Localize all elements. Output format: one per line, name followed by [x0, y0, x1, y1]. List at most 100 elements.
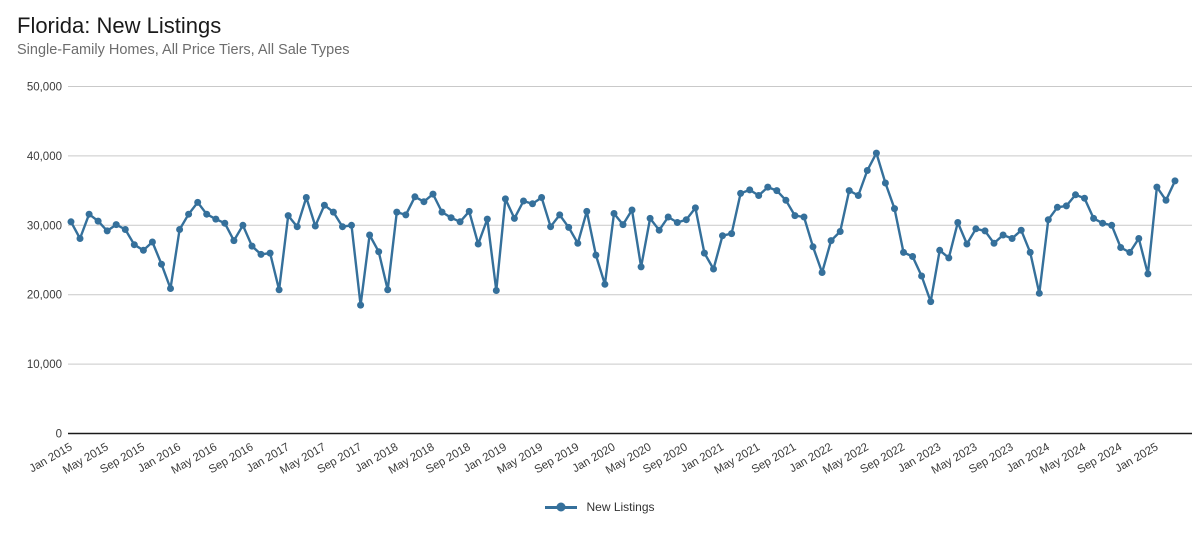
page-subtitle: Single-Family Homes, All Price Tiers, Al…	[17, 42, 350, 59]
data-point	[411, 193, 419, 201]
data-point	[755, 192, 763, 199]
data-point	[610, 210, 618, 217]
data-point	[999, 231, 1007, 239]
data-point	[357, 301, 365, 309]
data-point	[94, 217, 102, 225]
data-point	[691, 204, 699, 212]
data-point	[420, 198, 428, 206]
data-point	[818, 269, 826, 276]
data-point	[1108, 221, 1116, 229]
data-point	[1162, 196, 1170, 204]
data-point	[284, 212, 292, 220]
data-point	[176, 226, 184, 233]
data-point	[212, 215, 220, 223]
data-point	[185, 210, 193, 218]
data-point	[112, 221, 120, 229]
data-point	[438, 208, 446, 216]
data-point	[583, 207, 591, 215]
data-point	[773, 187, 781, 195]
data-point	[909, 253, 917, 260]
data-point	[456, 218, 464, 226]
legend-item-label: New Listings	[586, 500, 655, 514]
data-point	[1026, 248, 1034, 256]
data-point	[918, 272, 926, 280]
data-point	[881, 179, 889, 187]
data-point	[1044, 216, 1052, 224]
data-point	[737, 189, 745, 197]
data-point	[1171, 177, 1179, 185]
chart-header: Florida: New Listings Single-Family Home…	[17, 13, 350, 58]
data-point	[845, 187, 853, 195]
y-axis-tick-label: 0	[56, 429, 62, 441]
data-point	[510, 214, 518, 222]
data-point	[592, 251, 600, 259]
y-axis-tick-label: 50,000	[27, 82, 62, 94]
data-point	[429, 190, 437, 198]
data-point	[954, 219, 962, 226]
data-point	[230, 237, 238, 245]
data-point	[167, 285, 174, 292]
y-axis-tick-label: 30,000	[27, 220, 62, 232]
data-point	[565, 223, 573, 231]
legend-item-new-listings[interactable]: New Listings	[545, 500, 655, 514]
data-point	[836, 228, 844, 235]
data-point	[85, 210, 93, 218]
data-point	[402, 211, 410, 219]
data-point	[673, 219, 681, 226]
data-point	[700, 249, 708, 257]
data-point	[393, 208, 401, 216]
data-point	[248, 242, 256, 250]
data-point	[529, 200, 536, 208]
data-point	[203, 210, 211, 218]
data-point	[1153, 183, 1161, 191]
data-point	[1008, 235, 1016, 242]
data-point	[1135, 235, 1143, 242]
page-title: Florida: New Listings	[17, 13, 222, 38]
data-point	[130, 241, 138, 249]
data-point	[139, 246, 147, 254]
data-point	[827, 237, 835, 245]
data-point	[103, 227, 111, 235]
data-point	[1035, 289, 1043, 297]
data-point	[158, 260, 165, 268]
data-point	[963, 240, 971, 248]
data-point	[664, 213, 672, 221]
data-point	[1090, 214, 1098, 222]
legend-line-marker-icon	[545, 502, 578, 512]
data-point	[221, 219, 229, 227]
data-point	[492, 287, 500, 294]
data-point	[339, 223, 346, 231]
data-point	[1072, 191, 1079, 199]
data-point	[348, 221, 355, 229]
data-point	[556, 211, 564, 219]
data-point	[990, 239, 998, 247]
data-point	[1017, 226, 1025, 234]
data-point	[863, 167, 871, 174]
data-point	[302, 194, 310, 201]
data-point	[483, 215, 491, 223]
data-point	[1062, 202, 1070, 210]
data-point	[520, 197, 527, 205]
data-point	[366, 231, 374, 239]
data-point	[809, 243, 817, 251]
chart-legend: New Listings	[0, 500, 1200, 514]
data-point	[891, 205, 898, 213]
y-axis-tick-label: 40,000	[27, 151, 62, 163]
data-point	[710, 265, 717, 273]
data-point	[872, 149, 880, 157]
data-point	[619, 221, 627, 229]
series-line	[69, 151, 1177, 307]
data-point	[746, 186, 754, 194]
data-point	[981, 227, 989, 235]
data-point	[936, 246, 944, 254]
data-point	[945, 254, 953, 262]
data-point	[927, 298, 935, 306]
data-point	[501, 195, 509, 203]
data-point	[782, 196, 790, 204]
data-point	[1126, 248, 1134, 256]
data-point	[266, 249, 274, 257]
data-point	[311, 222, 319, 230]
data-point	[447, 214, 455, 222]
data-point	[121, 226, 129, 233]
y-axis-tick-label: 20,000	[27, 290, 62, 302]
